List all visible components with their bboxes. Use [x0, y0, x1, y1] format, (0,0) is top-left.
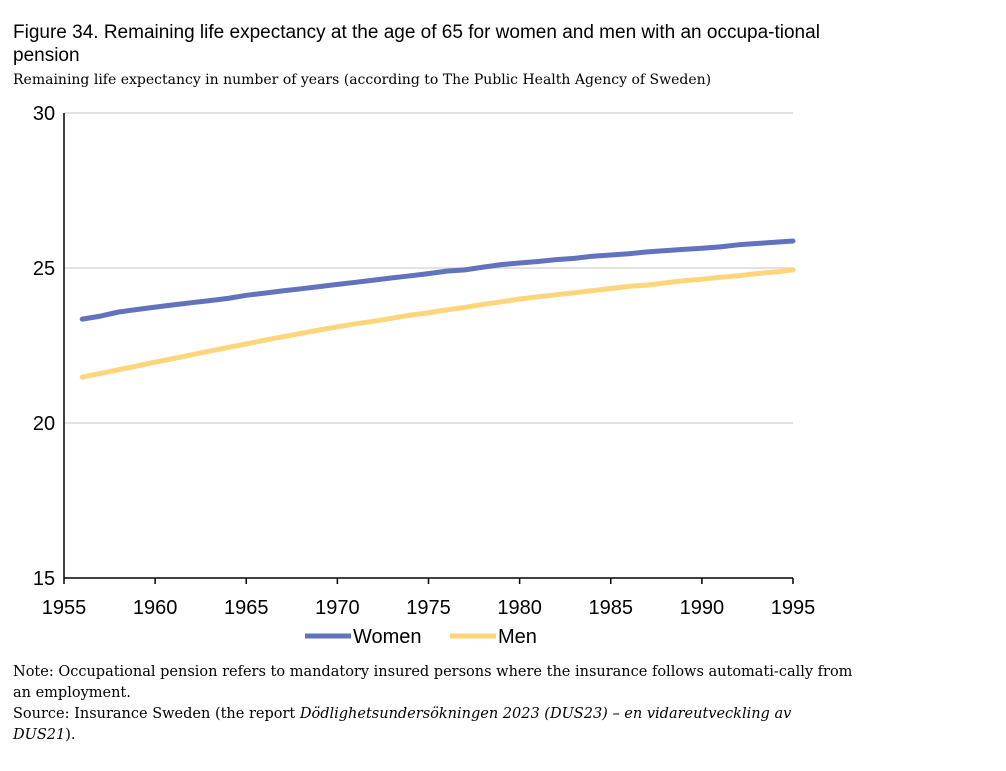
y-tick-label: 25	[33, 258, 55, 280]
chart-subtitle: Remaining life expectancy in number of y…	[13, 72, 712, 88]
x-tick-label: 1990	[680, 597, 725, 619]
source-suffix: ).	[65, 727, 76, 743]
legend-label-women: Women	[353, 626, 422, 648]
x-tick-label: 1970	[315, 597, 360, 619]
x-tick-label: 1965	[224, 597, 269, 619]
source-text: Source: Insurance Sweden (the report Död…	[13, 704, 853, 746]
y-tick-label: 15	[33, 568, 55, 590]
x-tick-label: 1955	[42, 597, 87, 619]
chart-notes: Note: Occupational pension refers to man…	[13, 662, 853, 746]
x-tick-label: 1960	[133, 597, 178, 619]
y-tick-label: 20	[33, 413, 55, 435]
x-tick-label: 1980	[497, 597, 542, 619]
note-text: Note: Occupational pension refers to man…	[13, 664, 853, 701]
source-report-title: Dödlighetsundersökningen 2023 (DUS23) – …	[13, 706, 792, 743]
source-prefix: Source: Insurance Sweden (the report	[13, 706, 300, 722]
chart-title: Figure 34. Remaining life expectancy at …	[13, 22, 820, 66]
legend-label-men: Men	[498, 626, 537, 648]
y-tick-label: 30	[33, 103, 55, 125]
x-tick-label: 1985	[589, 597, 634, 619]
x-tick-label: 1995	[771, 597, 816, 619]
series-line-men	[79, 267, 796, 380]
series-line-women	[79, 238, 796, 322]
x-tick-label: 1975	[406, 597, 451, 619]
line-chart: 15 20 25 30 1955 1960 1965 1970 1975 1980 1985 1990…	[33, 103, 816, 648]
